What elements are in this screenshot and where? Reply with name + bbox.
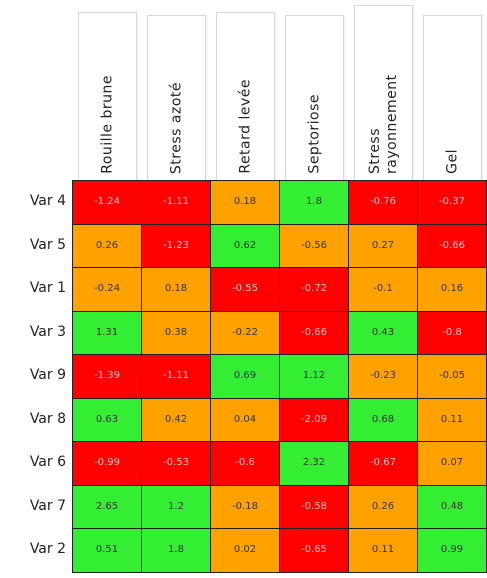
heatmap-cell: -0.24 — [72, 267, 142, 312]
heatmap-cell: -0.76 — [348, 180, 418, 225]
column-label: Rouille brune — [99, 75, 115, 174]
heatmap-cell: -0.6 — [210, 441, 280, 486]
heatmap-cell: 0.69 — [210, 354, 280, 399]
row-label: Var 2 — [29, 541, 66, 557]
row-label: Var 6 — [29, 454, 66, 470]
row-label: Var 1 — [29, 280, 66, 296]
heatmap-cell: -0.37 — [417, 180, 487, 225]
heatmap-cell: -0.66 — [279, 310, 349, 355]
heatmap-cell: -0.55 — [210, 267, 280, 312]
column-label: Retard levée — [237, 79, 253, 174]
heatmap-cell: 0.18 — [210, 180, 280, 225]
heatmap-cell: 0.63 — [72, 397, 142, 442]
heatmap-cell: 0.27 — [348, 223, 418, 268]
heatmap-cell: 0.68 — [348, 397, 418, 442]
heatmap-cell: -0.72 — [279, 267, 349, 312]
heatmap-cell: -1.39 — [72, 354, 142, 399]
heatmap-cell: 0.26 — [72, 223, 142, 268]
heatmap-cell: -0.67 — [348, 441, 418, 486]
heatmap-cell: -0.23 — [348, 354, 418, 399]
column-header: Gel — [423, 15, 482, 180]
heatmap-cell: 0.99 — [417, 528, 487, 573]
column-label: Stress azoté — [168, 81, 184, 174]
heatmap-cell: -1.11 — [141, 354, 211, 399]
heatmap-cell: 2.65 — [72, 484, 142, 529]
heatmap-cell: -0.56 — [279, 223, 349, 268]
heatmap-cell: -0.65 — [279, 528, 349, 573]
row-label: Var 4 — [29, 193, 66, 209]
heatmap-cell: 1.2 — [141, 484, 211, 529]
heatmap-cell: 0.07 — [417, 441, 487, 486]
column-header: Rouille brune — [78, 12, 137, 180]
column-header: Stress azoté — [147, 15, 206, 180]
heatmap-cell: -0.1 — [348, 267, 418, 312]
row-label: Var 9 — [29, 367, 66, 383]
column-label: Stress rayonnement — [366, 74, 400, 174]
heatmap-cell: 2.32 — [279, 441, 349, 486]
heatmap-cell: 0.04 — [210, 397, 280, 442]
column-header: Stress rayonnement — [354, 5, 413, 180]
heatmap-cell: -1.11 — [141, 180, 211, 225]
heatmap-cell: 1.12 — [279, 354, 349, 399]
heatmap-cell: 0.51 — [72, 528, 142, 573]
heatmap-cell: -0.18 — [210, 484, 280, 529]
column-label: Septoriose — [306, 94, 322, 174]
heatmap-cell: -0.8 — [417, 310, 487, 355]
heatmap-cell: 0.26 — [348, 484, 418, 529]
heatmap-cell: -1.24 — [72, 180, 142, 225]
row-label: Var 5 — [29, 236, 66, 253]
heatmap-cell: -0.66 — [417, 223, 487, 268]
heatmap-cell: 1.31 — [72, 310, 142, 355]
heatmap-cell: 1.8 — [279, 180, 349, 225]
heatmap-cell: 0.11 — [417, 397, 487, 442]
heatmap-cell: 0.18 — [141, 267, 211, 312]
heatmap-cell: -0.99 — [72, 441, 142, 486]
heatmap-cell: 0.11 — [348, 528, 418, 573]
heatmap-cell: 1.8 — [141, 528, 211, 573]
heatmap-cell: 0.43 — [348, 310, 418, 355]
heatmap-cell: -0.22 — [210, 310, 280, 355]
heatmap-cell: 0.16 — [417, 267, 487, 312]
column-header: Septoriose — [285, 15, 344, 180]
heatmap-cell: -1.23 — [141, 223, 211, 268]
row-label: Var 7 — [29, 497, 66, 514]
column-label: Gel — [444, 149, 460, 174]
row-label: Var 3 — [29, 323, 66, 340]
heatmap-cell: -2.09 — [279, 397, 349, 442]
heatmap-cell: 0.62 — [210, 223, 280, 268]
heatmap-cell: -0.05 — [417, 354, 487, 399]
heatmap-cell: 0.42 — [141, 397, 211, 442]
heatmap-cell: 0.48 — [417, 484, 487, 529]
heatmap-cell: 0.02 — [210, 528, 280, 573]
row-label: Var 8 — [29, 410, 66, 427]
heatmap-cell: -0.58 — [279, 484, 349, 529]
heatmap-cell: 0.38 — [141, 310, 211, 355]
heatmap-cell: -0.53 — [141, 441, 211, 486]
column-header: Retard levée — [216, 12, 275, 180]
